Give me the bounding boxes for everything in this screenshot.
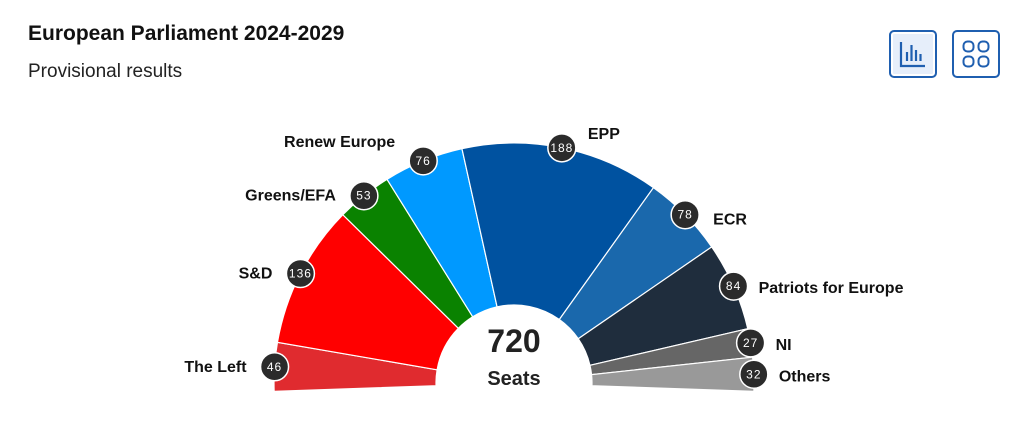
grid-view-button[interactable] <box>952 30 1000 78</box>
seat-badge-others <box>739 359 769 390</box>
party-label-renew-europe: Renew Europe <box>284 134 395 151</box>
seat-count-the-left: 46 <box>267 360 282 374</box>
slice-s-d[interactable] <box>276 213 460 371</box>
seat-count-ni: 27 <box>743 336 758 350</box>
party-label-greens-efa: Greens/EFA <box>245 188 336 205</box>
seat-badge-epp <box>547 133 577 163</box>
seat-count-renew-europe: 76 <box>416 154 431 168</box>
total-seats-label: Seats <box>487 368 540 390</box>
party-label-epp: EPP <box>588 126 620 143</box>
seat-count-greens-efa: 53 <box>356 189 371 203</box>
seat-count-epp: 188 <box>550 141 573 155</box>
party-label-others: Others <box>779 368 831 385</box>
seat-badge-renew-europe <box>408 146 438 176</box>
chart-view-button[interactable] <box>889 30 937 78</box>
slice-epp[interactable] <box>461 142 655 321</box>
chart-subtitle: Provisional results <box>28 61 183 82</box>
seat-badge-patriots-for-europe <box>718 271 749 301</box>
seat-badge-ni <box>735 328 766 358</box>
seat-count-s-d: 136 <box>289 267 312 281</box>
total-seats-value: 720 <box>487 323 540 359</box>
seat-badge-the-left <box>259 352 290 382</box>
chart-title: European Parliament 2024-2029 <box>28 22 345 45</box>
seat-badge-ecr <box>670 199 700 230</box>
party-label-the-left: The Left <box>184 359 247 376</box>
bar-chart-icon <box>899 42 925 68</box>
seat-count-others: 32 <box>746 367 761 381</box>
party-label-ni: NI <box>776 337 792 354</box>
party-label-patriots-for-europe: Patriots for Europe <box>759 280 904 297</box>
party-label-ecr: ECR <box>713 212 747 229</box>
party-label-s-d: S&D <box>239 266 273 283</box>
grid-icon <box>962 40 990 68</box>
seat-count-patriots-for-europe: 84 <box>726 279 741 293</box>
seat-count-ecr: 78 <box>677 208 692 222</box>
seat-badge-greens-efa <box>349 180 379 211</box>
seat-badge-s-d <box>285 258 316 289</box>
